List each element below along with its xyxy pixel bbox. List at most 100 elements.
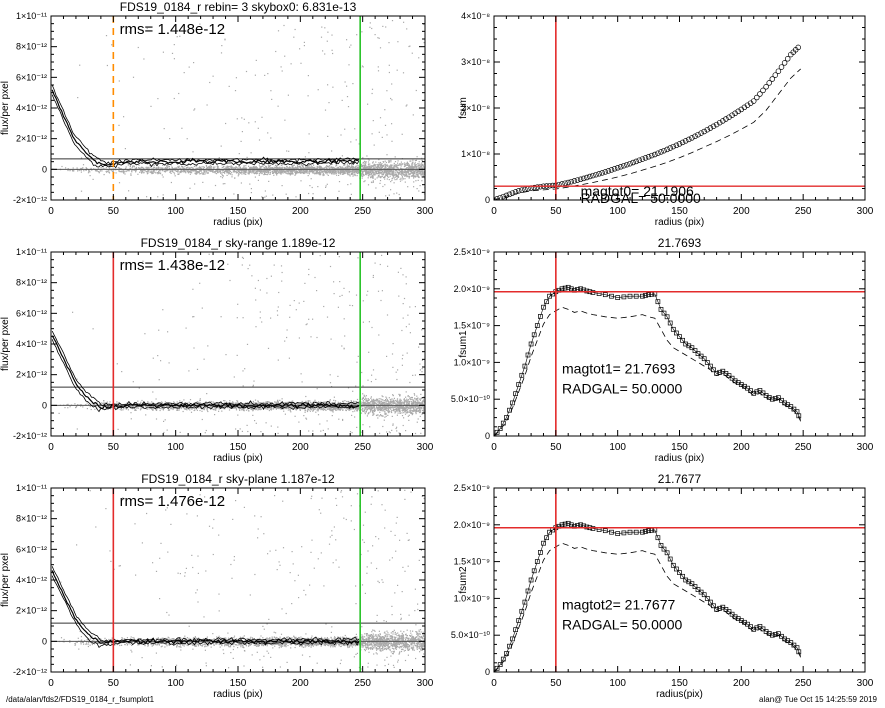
- data-point: [568, 178, 575, 185]
- scatter-point: [203, 409, 205, 411]
- scatter-point: [362, 402, 364, 404]
- scatter-point: [102, 402, 104, 404]
- scatter-point: [379, 180, 382, 182]
- scatter-point: [396, 178, 398, 181]
- scatter-point: [378, 131, 380, 133]
- scatter-point: [390, 168, 392, 170]
- scatter-point: [153, 403, 155, 405]
- scatter-point: [248, 170, 250, 172]
- scatter-point: [346, 96, 349, 98]
- scatter-point: [292, 402, 294, 404]
- scatter-point: [280, 401, 282, 403]
- scatter-point: [352, 167, 354, 169]
- scatter-point: [407, 164, 409, 166]
- scatter-point: [407, 175, 409, 177]
- scatter-point: [316, 173, 318, 175]
- scatter-point: [418, 176, 420, 179]
- scatter-point: [404, 174, 406, 177]
- scatter-point: [286, 168, 288, 170]
- scatter-point: [281, 185, 283, 187]
- scatter-point: [90, 167, 92, 169]
- scatter-point: [370, 165, 372, 167]
- scatter-point: [80, 167, 82, 170]
- scatter-point: [164, 167, 167, 170]
- scatter-point: [243, 165, 245, 167]
- scatter-point: [289, 402, 291, 404]
- scatter-point: [385, 195, 387, 197]
- scatter-point: [397, 169, 399, 171]
- data-point: [645, 154, 652, 160]
- scatter-point: [350, 167, 353, 169]
- scatter-point: [243, 410, 245, 412]
- scatter-point: [327, 403, 330, 405]
- scatter-point: [276, 171, 278, 173]
- scatter-point: [407, 164, 409, 166]
- scatter-point: [375, 187, 377, 189]
- scatter-point: [213, 167, 215, 169]
- x-tick-label: 150: [671, 206, 688, 217]
- scatter-point: [191, 166, 193, 168]
- scatter-point: [404, 175, 406, 177]
- scatter-point: [411, 172, 413, 174]
- scatter-point: [121, 171, 123, 173]
- scatter-point: [373, 173, 375, 175]
- scatter-point: [261, 171, 263, 173]
- scatter-point: [221, 177, 224, 179]
- scatter-point: [112, 171, 114, 173]
- scatter-point: [287, 173, 289, 175]
- scatter-point: [325, 166, 327, 168]
- y-tick-label: -2×10⁻¹²: [13, 195, 47, 205]
- scatter-point: [175, 170, 177, 172]
- scatter-point: [275, 408, 277, 410]
- scatter-point: [417, 165, 419, 167]
- scatter-point: [265, 173, 267, 175]
- scatter-point: [327, 84, 329, 86]
- scatter-point: [319, 170, 321, 172]
- scatter-point: [377, 175, 380, 177]
- scatter-point: [326, 165, 328, 167]
- scatter-point: [394, 174, 396, 176]
- scatter-point: [383, 409, 385, 411]
- scatter-point: [311, 186, 313, 189]
- scatter-point: [366, 167, 368, 169]
- scatter-point: [351, 166, 353, 168]
- scatter-point: [369, 406, 371, 408]
- scatter-point: [249, 264, 251, 266]
- data-point: [720, 118, 726, 124]
- scatter-point: [406, 352, 408, 354]
- data-point: [769, 76, 776, 82]
- scatter-point: [387, 402, 389, 405]
- scatter-point: [170, 170, 172, 172]
- scatter-point: [80, 190, 83, 192]
- scatter-point: [110, 164, 113, 166]
- scatter-point: [337, 375, 339, 377]
- scatter-point: [383, 161, 385, 163]
- scatter-point: [279, 399, 281, 401]
- scatter-point: [362, 300, 364, 302]
- chart-panel-3: rms= 1.438e-120 50 100 150 200 250 300-2×10⁻¹²…: [0, 236, 434, 464]
- scatter-point: [220, 172, 222, 174]
- scatter-point: [384, 124, 387, 126]
- scatter-point: [377, 70, 380, 72]
- scatter-point: [241, 264, 243, 266]
- scatter-point: [245, 171, 247, 174]
- scatter-point: [261, 402, 263, 404]
- scatter-point: [422, 164, 424, 166]
- scatter-point: [208, 167, 210, 169]
- scatter-point: [229, 406, 231, 408]
- scatter-point: [210, 408, 212, 410]
- scatter-point: [361, 406, 363, 408]
- scatter-point: [289, 166, 291, 169]
- scatter-point: [302, 172, 305, 174]
- scatter-point: [205, 164, 207, 167]
- scatter-point: [279, 171, 281, 173]
- scatter-point: [342, 171, 344, 173]
- scatter-point: [316, 406, 318, 409]
- scatter-point: [387, 176, 389, 178]
- scatter-point: [225, 169, 227, 172]
- scatter-point: [268, 165, 270, 167]
- scatter-point: [384, 166, 386, 168]
- scatter-point: [405, 170, 407, 172]
- scatter-point: [295, 171, 297, 173]
- scatter-point: [285, 401, 287, 404]
